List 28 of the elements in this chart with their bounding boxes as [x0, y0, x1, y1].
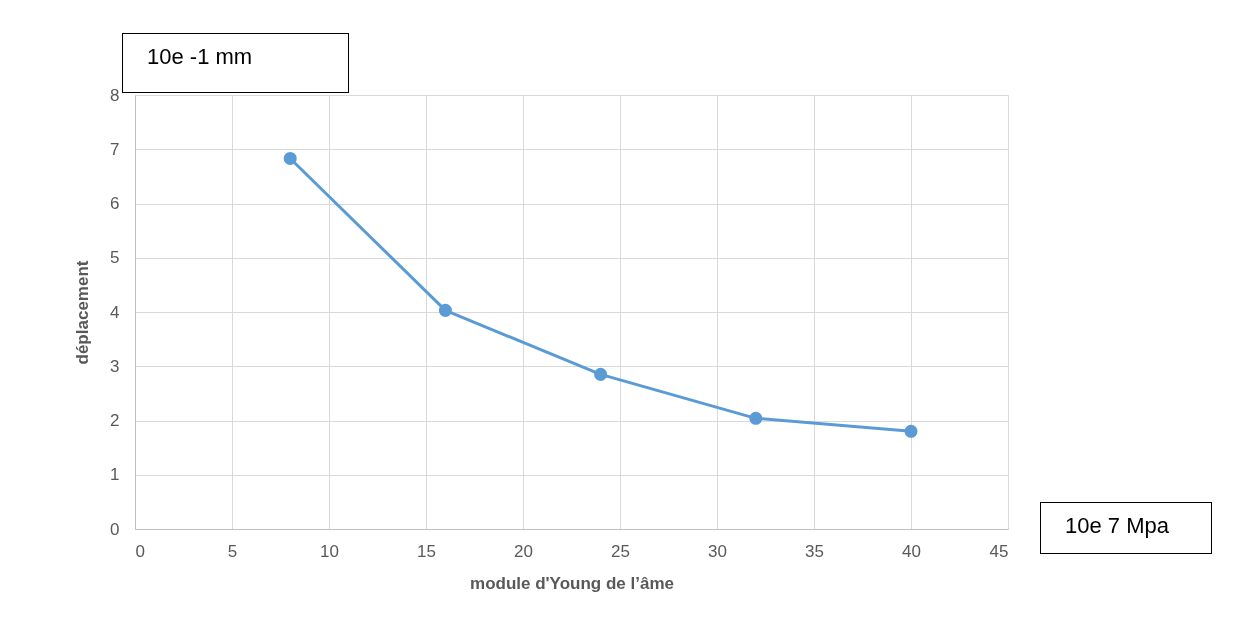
y-tick-label: 1: [110, 465, 120, 485]
x-tick-label: 5: [227, 541, 238, 561]
x-tick-label: 15: [417, 541, 436, 561]
y-tick-label: 6: [110, 194, 120, 213]
x-tick-label: 20: [514, 541, 533, 561]
point: [594, 367, 608, 381]
y-tick-label: 8: [110, 85, 120, 105]
point: [749, 411, 763, 425]
x-tick-label: 35: [805, 541, 824, 561]
x-tick-label: 0: [135, 541, 145, 561]
x-tick-label: 30: [708, 541, 727, 561]
text: 10e -1 mm: [122, 33, 349, 93]
y-tick-label: 0: [110, 519, 120, 539]
x-axis-title: module d'Young de l’âme: [470, 573, 674, 593]
point: [904, 424, 918, 438]
y-axis-title: déplacement: [73, 260, 93, 365]
x-tick-label: 40: [902, 541, 921, 561]
x-tick-label: 10: [320, 541, 339, 561]
y-tick-label: 4: [110, 302, 120, 322]
x-tick-label: 25: [611, 541, 630, 561]
y-tick-label: 3: [110, 356, 120, 376]
y-tick-label: 5: [110, 248, 120, 268]
y-tick-label: 7: [110, 139, 120, 159]
point: [283, 151, 297, 165]
y-tick-label: 2: [110, 411, 120, 430]
text: 10e 7 Mpa: [1040, 502, 1212, 554]
point: [438, 303, 452, 317]
x-tick-label: 45: [989, 541, 1009, 561]
